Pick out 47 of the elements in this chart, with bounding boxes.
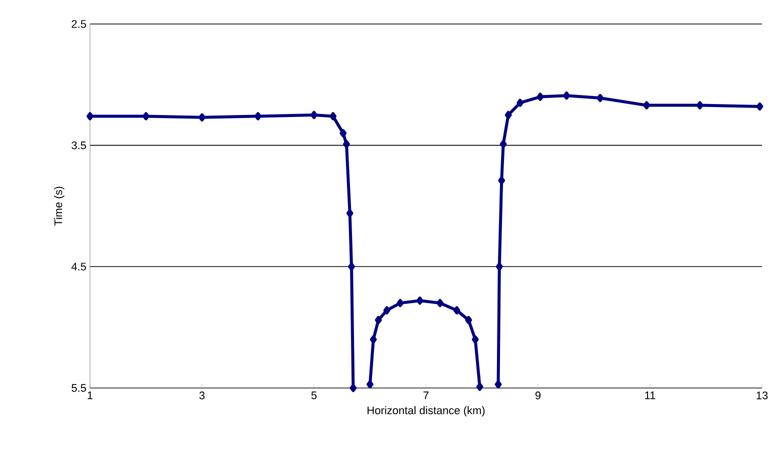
point (366, 380, 374, 388)
x-tick-label: 3 (199, 392, 205, 400)
point (348, 262, 355, 271)
x-tick-label: 13 (756, 392, 768, 400)
x-axis-title: Horizontal distance (km) (368, 406, 485, 416)
point (504, 110, 512, 120)
point (596, 94, 604, 102)
point (383, 306, 390, 314)
point (498, 176, 506, 185)
point (465, 316, 472, 324)
point (643, 101, 650, 110)
point (476, 382, 484, 391)
point (756, 102, 764, 111)
point (494, 380, 502, 388)
y-tick-label: 5.5 (72, 384, 86, 392)
point (370, 335, 377, 344)
x-tick-label: 9 (535, 392, 541, 400)
point (142, 112, 150, 120)
point (516, 98, 524, 107)
point (500, 140, 507, 148)
point (536, 92, 544, 101)
y-tick-label: 2.5 (72, 20, 86, 28)
x-tick-label: 5 (311, 392, 317, 400)
point (86, 112, 94, 120)
x-tick-label: 7 (424, 392, 429, 400)
x-tick-label: 11 (645, 392, 656, 400)
point (496, 262, 503, 271)
y-tick-label: 3.5 (72, 141, 86, 150)
y-tick-label: 4.5 (71, 262, 86, 270)
point (346, 209, 354, 218)
point (436, 298, 444, 308)
point (340, 129, 347, 138)
point (374, 316, 382, 324)
point (330, 112, 336, 120)
x-tick-label: 1 (88, 392, 93, 400)
point (310, 110, 318, 120)
y-axis-title: Time (s) (54, 186, 64, 226)
point (198, 113, 206, 122)
point (396, 298, 404, 308)
point (416, 296, 424, 305)
point (343, 140, 350, 148)
point (472, 335, 479, 344)
point (563, 91, 570, 100)
point (453, 306, 460, 314)
point (696, 101, 704, 110)
point (350, 384, 357, 392)
point (254, 112, 262, 120)
